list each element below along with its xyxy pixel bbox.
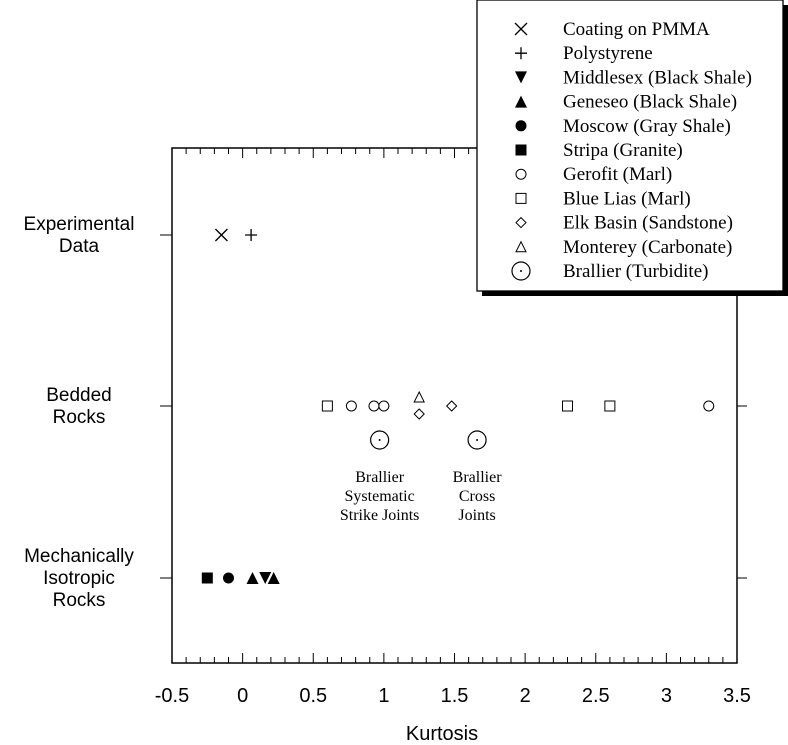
x-tick-label: -0.5 — [155, 685, 189, 707]
annotation-text: Brallier — [453, 469, 503, 486]
point-circle-filled — [223, 572, 234, 584]
point-triangle-down-filled — [515, 71, 527, 84]
legend-entry-label: Brallier (Turbidite) — [563, 261, 708, 282]
legend-entry-label: Gerofit (Marl) — [563, 164, 672, 185]
x-tick-label: 3.5 — [723, 685, 751, 707]
point-square-filled — [201, 572, 213, 584]
legend: Coating on PMMA Polystyrene Middlesex (Bla… — [476, 0, 788, 296]
legend-entry-label: Coating on PMMA — [563, 19, 710, 40]
y-category-label: Rocks — [53, 590, 106, 611]
point-diamond-open — [413, 408, 425, 420]
point-plus — [515, 47, 527, 60]
point-circle-dot-center — [378, 439, 381, 441]
x-tick-label: 2.5 — [582, 685, 610, 707]
annotation-text: Cross — [459, 488, 495, 505]
y-category-label: Data — [59, 236, 100, 257]
legend-entry-label: Blue Lias (Marl) — [563, 188, 691, 209]
x-axis-label: Kurtosis — [406, 723, 478, 745]
legend-entry-label: Stripa (Granite) — [563, 140, 683, 161]
y-category-label: Bedded — [46, 385, 112, 406]
y-category-label: Experimental — [24, 214, 135, 235]
data-points — [201, 228, 715, 584]
point-triangle-up-filled — [246, 572, 259, 584]
annotation-text: Joints — [458, 507, 495, 524]
point-triangle-up-filled — [515, 95, 527, 108]
x-axis-ticks: -0.5 0 0.5 1 1.5 2 2.5 3 3.5 — [155, 148, 751, 707]
y-axis-categories: ExperimentalDataBeddedRocksMechanicallyI… — [24, 214, 747, 611]
point-diamond-open — [445, 400, 458, 412]
annotation-text: Strike Joints — [340, 507, 420, 524]
point-square-open — [604, 400, 616, 412]
legend-entry-label: Middlesex (Black Shale) — [563, 67, 752, 88]
annotation-text: Systematic — [345, 488, 415, 505]
point-circle-open — [345, 400, 357, 412]
legend-entry-label: Geneseo (Black Shale) — [563, 92, 737, 113]
point-circle-dot — [511, 261, 531, 281]
point-circle-open — [368, 400, 380, 412]
point-square-filled — [515, 144, 527, 156]
point-square-open — [321, 400, 333, 412]
y-category-label: Rocks — [53, 407, 106, 428]
point-circle-dot — [467, 430, 487, 450]
x-tick-label: 1 — [378, 685, 389, 707]
x-tick-label: 1.5 — [441, 685, 469, 707]
point-diamond-open — [515, 216, 527, 229]
point-square-open — [515, 192, 527, 204]
x-tick-label: 3 — [661, 685, 672, 707]
y-category-label: Isotropic — [43, 568, 115, 589]
legend-entry-label: Moscow (Gray Shale) — [563, 116, 731, 137]
point-circle-dot — [370, 430, 390, 450]
legend-entry-label: Monterey (Carbonate) — [563, 237, 732, 258]
point-plus — [245, 229, 258, 241]
legend-entry-label: Polystyrene — [563, 43, 653, 64]
point-circle-filled — [515, 120, 527, 132]
point-triangle-up-filled — [267, 572, 280, 584]
annotation-text: Brallier — [355, 469, 405, 486]
point-square-open — [562, 400, 573, 412]
y-category-label: Mechanically — [24, 546, 134, 567]
point-circle-dot-center — [520, 270, 522, 272]
point-circle-open — [515, 168, 527, 180]
point-triangle-up-open — [515, 240, 527, 253]
annotations: Brallier Systematic Strike Joints Brallier C… — [340, 469, 502, 524]
point-circle-dot-center — [476, 439, 479, 441]
point-circle-open — [703, 400, 715, 412]
x-tick-label: 0.5 — [299, 685, 327, 707]
point-x — [214, 228, 228, 242]
point-triangle-up-open — [413, 390, 425, 403]
legend-entry-label: Elk Basin (Sandstone) — [563, 213, 733, 234]
legend-box — [476, 0, 784, 292]
x-tick-label: 2 — [520, 685, 531, 707]
point-circle-open — [378, 400, 390, 412]
x-tick-label: 0 — [237, 685, 248, 707]
point-triangle-down-filled — [259, 572, 272, 584]
point-x — [514, 22, 528, 36]
